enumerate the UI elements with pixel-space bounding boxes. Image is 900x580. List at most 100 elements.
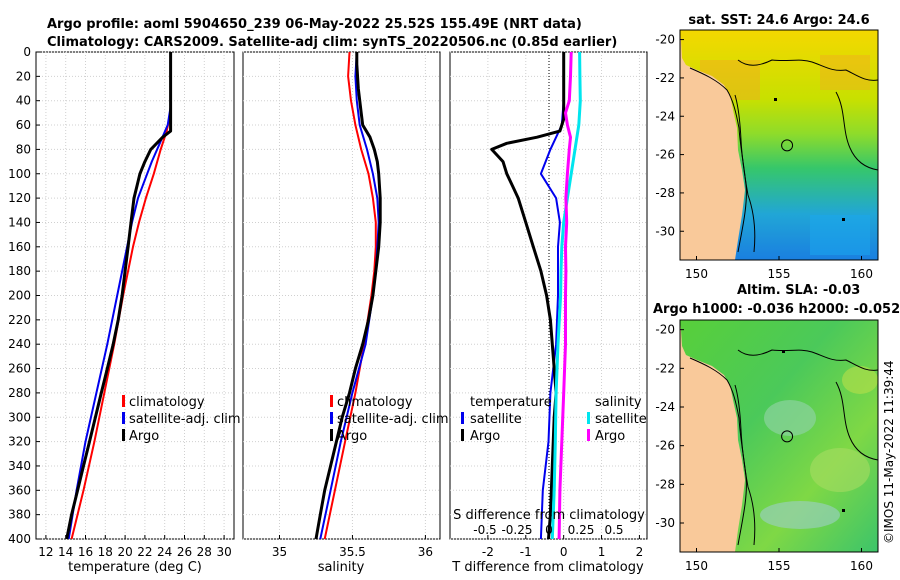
legend-header-temperature: temperature [470,395,552,410]
sst-map-x-ticks: 150 155 160 [685,256,873,281]
map-y-tick-label: -30 [655,516,675,530]
difference-series [490,51,582,540]
y-tick-label: 380 [8,508,31,522]
depth-contour [835,381,878,461]
legend-swatch-argo [122,429,125,441]
sst-map-title: sat. SST: 24.6 Argo: 24.6 [688,13,869,28]
map-y-tick-label: -24 [655,109,675,123]
y-tick-label: 400 [8,532,31,546]
legend-swatch-satellite [330,412,333,424]
temperature-y-ticks: 0 20 40 60 80 100 120 140 160 180 200 220 240 260 280 3… [8,45,40,546]
difference-x-label: T difference from climatology [451,560,644,575]
legend-label-s-argo: Argo [595,429,625,444]
temperature-legend: climatology satellite-adj. clim Argo [122,395,241,444]
legend-label-argo: Argo [337,429,367,444]
x-tick-label: 35.5 [339,545,366,559]
y-tick-label: 220 [8,313,31,327]
map-y-tick-label: -26 [655,439,675,453]
x-tick-label: 1 [598,545,606,559]
sla-anomaly [842,366,878,394]
salinity-x-ticks: 35 35.5 36 [272,535,433,559]
legend-swatch-s-satellite [587,412,590,424]
y-tick-label: 360 [8,483,31,497]
legend-label-climatology: climatology [129,395,205,410]
x-tick-label: 26 [177,545,192,559]
depth-contour [737,59,878,81]
x-tick-label: -1 [520,545,532,559]
temperature-x-ticks: 12 14 16 18 20 22 24 26 28 30 [38,535,232,559]
map-y-tick-label: -28 [655,477,675,491]
legend-label-argo: Argo [129,429,159,444]
sst-map: -20 -22 -24 -26 -28 -30 150 155 160 [655,29,879,281]
legend-swatch-s-argo [587,429,590,441]
legend-swatch-satellite [122,412,125,424]
map-x-tick-label: 155 [768,267,791,281]
float-position-marker [781,139,794,152]
legend-label-satellite: satellite-adj. clim [129,412,241,427]
x-tick-label: 14 [58,545,73,559]
float-position-marker [781,430,794,443]
y-tick-label: 160 [8,240,31,254]
x-tick-label: 2 [636,545,644,559]
map-x-tick-label: 160 [850,267,873,281]
legend-header-salinity: salinity [595,395,642,410]
title-line-1: Argo profile: aoml 5904650_239 06-May-20… [47,17,582,32]
map-y-tick-label: -26 [655,148,675,162]
x-tick-label: 0 [560,545,568,559]
temperature-grid [36,51,234,540]
island-marker [842,218,845,221]
x-tick-label: 35 [272,545,287,559]
map-y-tick-label: -22 [655,71,675,85]
map-y-tick-label: -20 [655,323,675,337]
difference-panel: -2 -1 0 1 2 S difference from climatology -0… [449,51,648,575]
depth-contour [734,384,756,546]
difference-x-ticks: -2 -1 0 1 2 [482,535,643,559]
legend-swatch-t-satellite [461,412,464,424]
x-tick-label: 12 [38,545,53,559]
legend-swatch-climatology [122,395,125,407]
sla-anomaly [764,400,816,436]
temperature-x-label: temperature (deg C) [68,560,202,575]
y-tick-label: 340 [8,459,31,473]
legend-label-t-satellite: satellite [470,412,522,427]
sla-map-title: Altim. SLA: -0.03 [737,283,860,298]
legend-swatch-argo [330,429,333,441]
map-y-tick-label: -28 [655,186,675,200]
salinity-legend: climatology satellite-adj. clim Argo [330,395,449,444]
sla-map-y-ticks: -20 -22 -24 -26 -28 -30 [655,323,684,530]
y-tick-label: 0 [23,45,31,59]
depth-contour [734,94,756,253]
x-tick-label: -2 [482,545,494,559]
top-tick-label: 0.25 [568,523,595,537]
y-tick-label: 20 [16,69,31,83]
y-tick-label: 80 [16,142,31,156]
map-y-tick-label: -20 [655,33,675,47]
map-y-tick-label: -30 [655,224,675,238]
legend-label-climatology: climatology [337,395,413,410]
salinity-series [314,51,382,540]
x-tick-label: 16 [78,545,93,559]
difference-grid [450,51,647,540]
map-x-tick-label: 150 [685,559,708,573]
map-y-tick-label: -22 [655,361,675,375]
salinity-x-label: salinity [318,560,365,575]
warm-patch [820,55,870,90]
sla-map-x-ticks: 150 155 160 [685,548,873,573]
top-tick-label: 0.5 [604,523,623,537]
y-tick-label: 100 [8,167,31,181]
legend-label-satellite: satellite-adj. clim [337,412,449,427]
x-tick-label: 28 [197,545,212,559]
difference-top-axis: S difference from climatology -0.5 -0.25… [453,508,645,537]
cool-patch [810,215,870,255]
series-line-argo [65,52,173,540]
y-tick-label: 40 [16,94,31,108]
y-tick-label: 240 [8,337,31,351]
x-tick-label: 20 [117,545,132,559]
top-tick-label: -0.25 [501,523,532,537]
depth-contour [737,349,878,371]
x-tick-label: 22 [137,545,152,559]
series-line-argo [314,52,382,540]
land-mass [680,30,745,260]
series-line-climatology [323,51,377,540]
